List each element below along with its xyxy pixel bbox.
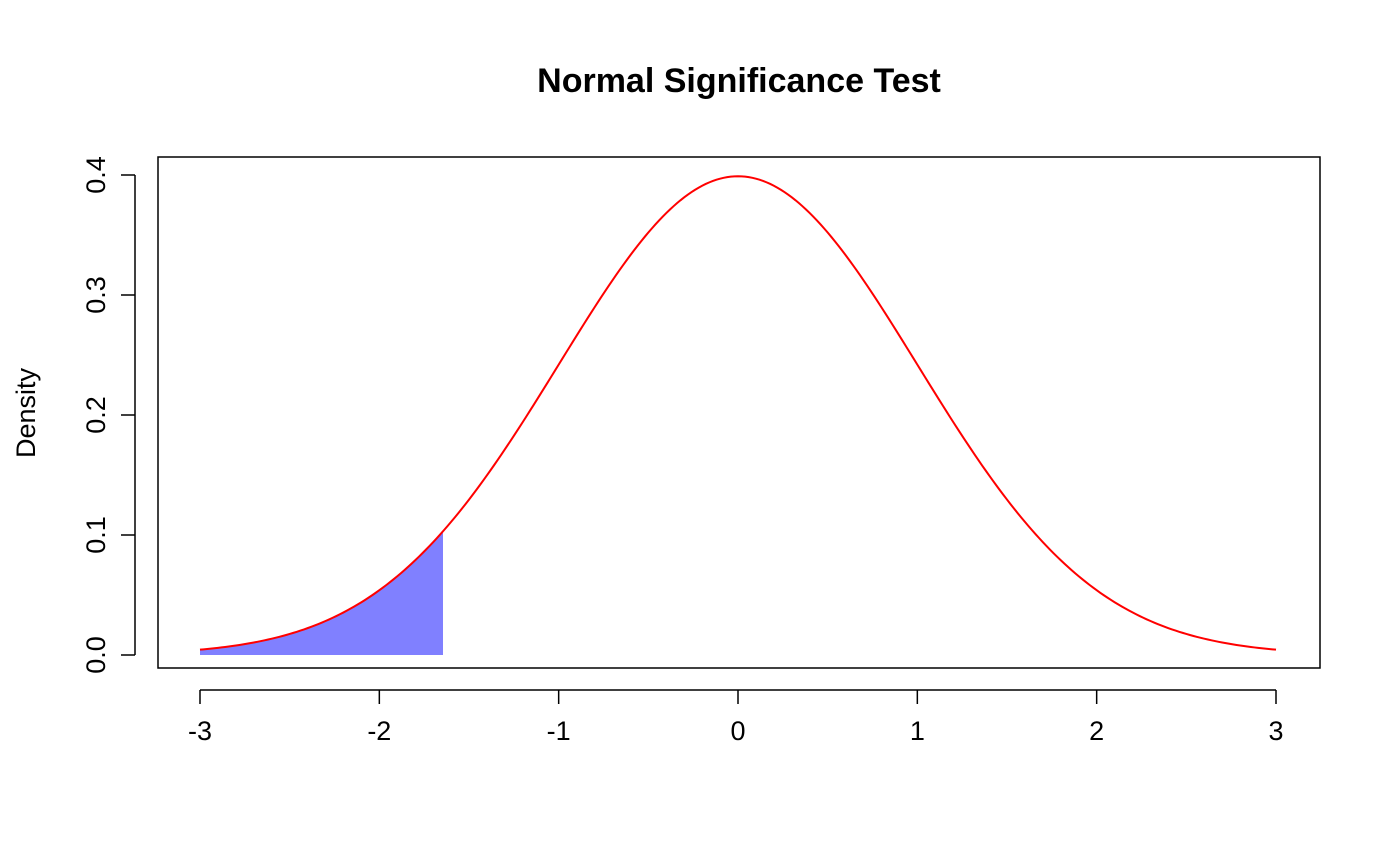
x-tick-label: 3 — [1268, 716, 1283, 746]
left-tail-shaded-area — [200, 531, 443, 655]
x-axis: -3 -2 -1 0 1 2 3 — [188, 689, 1284, 746]
y-tick-label: 0.3 — [81, 276, 111, 314]
x-tick-label: 0 — [730, 716, 745, 746]
plot-frame — [157, 156, 1321, 669]
x-tick-label: 2 — [1089, 716, 1104, 746]
chart-title: Normal Significance Test — [537, 62, 941, 100]
x-tick-label: -1 — [547, 716, 571, 746]
y-tick-label: 0.0 — [81, 636, 111, 674]
y-axis-label: Density — [11, 367, 41, 458]
y-tick-label: 0.4 — [81, 156, 111, 194]
y-tick-label: 0.2 — [81, 396, 111, 434]
x-tick-label: -3 — [188, 716, 212, 746]
x-tick-label: -2 — [367, 716, 391, 746]
y-tick-label: 0.1 — [81, 516, 111, 554]
density-curve — [199, 175, 1277, 651]
x-tick-label: 1 — [910, 716, 925, 746]
y-axis: 0.0 0.1 0.2 0.3 0.4 — [81, 156, 136, 674]
